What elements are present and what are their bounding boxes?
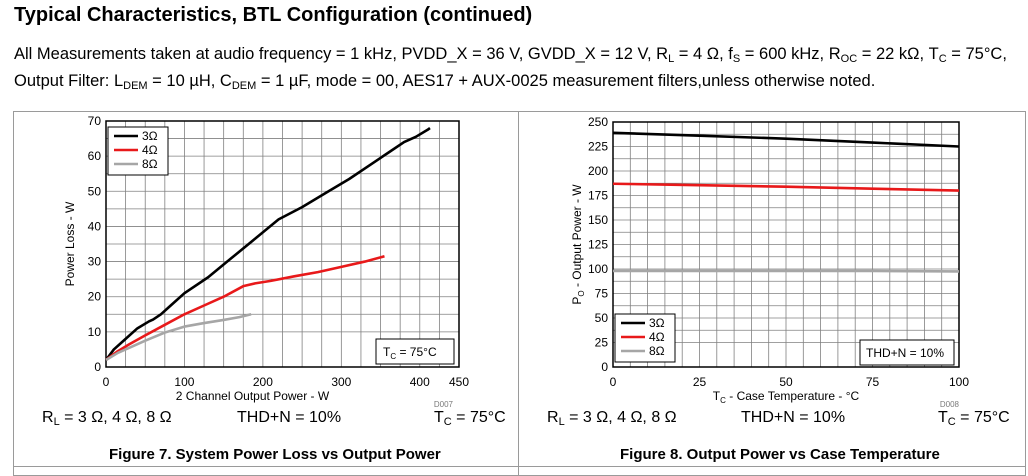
x-tick-label: 100 (949, 375, 969, 389)
x-tick-label: 200 (253, 375, 273, 389)
y-tick-label: 50 (88, 184, 102, 198)
fig7-caption: Figure 7. System Power Loss vs Output Po… (109, 446, 441, 463)
y-tick-label: 50 (595, 311, 609, 325)
x-tick-label: 0 (610, 375, 617, 389)
plot-frame (612, 121, 960, 368)
y-tick-label: 30 (88, 255, 102, 269)
y-tick-label: 0 (601, 360, 608, 374)
y-tick-label: 75 (595, 287, 609, 301)
y-tick-label: 10 (88, 325, 102, 339)
x-tick-label: 50 (779, 375, 793, 389)
y-tick-label: 100 (588, 262, 608, 276)
legend-label: 3Ω (142, 129, 158, 143)
figure-panel-divider (518, 111, 519, 476)
series-line (612, 182, 960, 192)
x-tick-label: 0 (103, 375, 110, 389)
annotation-text: THD+N = 10% (866, 346, 944, 360)
fig8-temp-condition: TC = 75°C (938, 409, 1010, 428)
y-axis-label: PO - Output Power - W (570, 184, 586, 305)
x-tick-label: 25 (693, 375, 707, 389)
page-title: Typical Characteristics, BTL Configurati… (14, 4, 533, 26)
y-tick-label: 225 (588, 140, 608, 154)
y-tick-label: 20 (88, 290, 102, 304)
x-tick-label: 100 (174, 375, 194, 389)
plot-frame (105, 120, 460, 368)
legend-label: 8Ω (142, 157, 158, 171)
y-tick-label: 175 (588, 189, 608, 203)
series-line (612, 131, 960, 148)
y-tick-label: 70 (88, 114, 102, 128)
legend-label: 3Ω (649, 316, 665, 330)
x-axis-label: TC - Case Temperature - °C (713, 389, 860, 405)
y-tick-label: 200 (588, 164, 608, 178)
legend-label: 8Ω (649, 344, 665, 358)
y-tick-label: 40 (88, 219, 102, 233)
y-tick-label: 150 (588, 213, 608, 227)
x-tick-label: 400 (410, 375, 430, 389)
x-tick-label: 75 (866, 375, 880, 389)
annotation-text: TC = 75°C (383, 345, 437, 361)
measurement-conditions: All Measurements taken at audio frequenc… (14, 45, 1007, 92)
fig8-thd-condition: THD+N = 10% (741, 409, 846, 426)
y-axis-label: Power Loss - W (63, 201, 77, 286)
fig7-temp-condition: TC = 75°C (434, 409, 506, 428)
x-tick-label: 300 (331, 375, 351, 389)
x-axis-label: 2 Channel Output Power - W (176, 389, 330, 403)
fig7-thd-condition: THD+N = 10% (237, 409, 342, 426)
fig7-load-condition: RL = 3 Ω, 4 Ω, 8 Ω (42, 409, 172, 428)
annotation-box (859, 339, 955, 366)
x-tick-label: 450 (449, 375, 469, 389)
figure-code: D007 (434, 400, 454, 409)
figure-bottom-rule (13, 466, 1026, 467)
y-tick-label: 60 (88, 149, 102, 163)
figure-code: D008 (940, 400, 960, 409)
legend-label: 4Ω (142, 143, 158, 157)
y-tick-label: 0 (94, 360, 101, 374)
legend-label: 4Ω (649, 330, 665, 344)
series-line (105, 313, 252, 362)
series-line (104, 126, 431, 361)
fig8-caption: Figure 8. Output Power vs Case Temperatu… (620, 446, 940, 463)
y-tick-label: 125 (588, 238, 608, 252)
fig8-load-condition: RL = 3 Ω, 4 Ω, 8 Ω (547, 409, 677, 428)
y-tick-label: 250 (588, 115, 608, 129)
annotation-box (375, 338, 455, 365)
y-tick-label: 25 (595, 336, 609, 350)
series-line (105, 255, 385, 362)
